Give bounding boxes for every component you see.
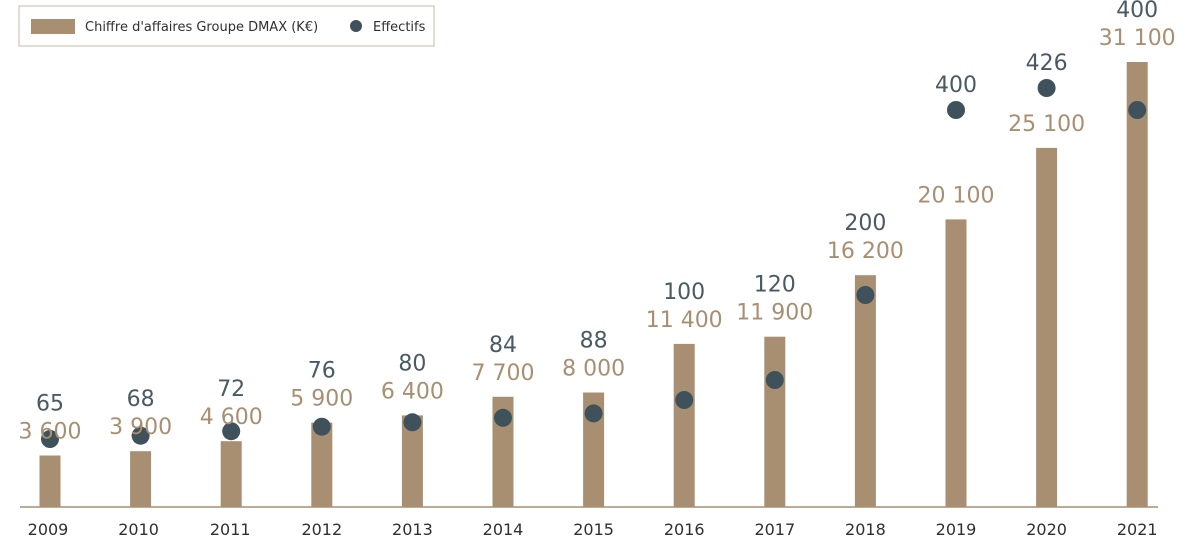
- dot-label-2021: 400: [1116, 0, 1158, 23]
- x-tick-2015: 2015: [573, 520, 614, 539]
- bar-label-2014: 7 700: [472, 361, 535, 386]
- bar-label-2019: 20 100: [918, 183, 995, 208]
- bar-label-2016: 11 400: [646, 308, 723, 333]
- dot-label-2011: 72: [217, 377, 245, 402]
- dot-2016: [675, 391, 694, 409]
- dot-label-2015: 88: [580, 329, 608, 354]
- dot-2021: [1128, 101, 1147, 119]
- bar-2020: [1036, 147, 1058, 507]
- bar-2017: [764, 336, 786, 507]
- dot-label-2014: 84: [489, 333, 517, 358]
- dots-group: [41, 79, 1147, 448]
- dot-2019: [947, 101, 965, 119]
- bar-2015: [583, 392, 605, 507]
- bar-2012: [311, 422, 333, 507]
- bar-label-2012: 5 900: [290, 387, 353, 412]
- legend-swatch-bar: [31, 19, 75, 34]
- bar-2011: [220, 441, 242, 507]
- bar-label-2011: 4 600: [200, 405, 263, 430]
- dot-label-2012: 76: [308, 359, 336, 384]
- dot-2018: [856, 286, 875, 304]
- dot-label-2010: 68: [127, 387, 155, 412]
- dot-label-2013: 80: [398, 351, 426, 376]
- dot-2013: [403, 413, 422, 432]
- dot-label-2018: 200: [844, 211, 886, 236]
- legend-box: [18, 5, 435, 47]
- dot-2009: [41, 430, 59, 448]
- x-tick-2021: 2021: [1117, 520, 1158, 539]
- dot-2017: [765, 371, 784, 389]
- dot-label-2016: 100: [663, 280, 705, 305]
- bar-label-2010: 3 900: [109, 415, 172, 440]
- x-tick-2012: 2012: [301, 520, 342, 539]
- x-tick-2014: 2014: [483, 520, 524, 539]
- bar-2019: [945, 219, 967, 507]
- dot-2012: [312, 417, 331, 436]
- bar-2018: [854, 275, 876, 507]
- legend: Chiffre d'affaires Groupe DMAX (K€) Effe…: [18, 5, 435, 47]
- x-tick-2019: 2019: [936, 520, 977, 539]
- bars-group: [39, 62, 1148, 507]
- x-tick-2018: 2018: [845, 520, 886, 539]
- dot-2011: [222, 422, 241, 441]
- bar-2016: [673, 343, 695, 507]
- bar-2021: [1126, 62, 1148, 507]
- bar-2013: [401, 415, 423, 507]
- legend-label-effectifs: Effectifs: [373, 20, 426, 35]
- bar-label-2013: 6 400: [381, 379, 444, 404]
- legend-swatch-dot: [350, 20, 362, 32]
- bar-2009: [39, 455, 61, 507]
- dot-2014: [494, 408, 512, 427]
- x-tick-2020: 2020: [1026, 520, 1067, 539]
- dot-label-2019: 400: [935, 73, 977, 98]
- dot-label-2009: 65: [36, 392, 64, 417]
- legend-label-revenue: Chiffre d'affaires Groupe DMAX (K€): [85, 20, 318, 35]
- dot-2020: [1037, 79, 1056, 97]
- bar-label-2009: 3 600: [19, 420, 82, 445]
- bar-2010: [130, 451, 152, 507]
- dot-2010: [131, 426, 150, 445]
- bar-label-2017: 11 900: [736, 301, 813, 326]
- x-tick-2011: 2011: [210, 520, 251, 539]
- x-tick-labels: 2009 2010 2011 2012 2013 2014 2015 2016 2017 2018…: [28, 520, 1158, 539]
- bar-label-2020: 25 100: [1008, 112, 1085, 137]
- x-tick-2016: 2016: [664, 520, 705, 539]
- dot-labels-group: 65 68 72 76 80 84 88 100 120 200 400 426 400: [36, 0, 1158, 417]
- bar-label-2018: 16 200: [827, 239, 904, 264]
- bar-label-2021: 31 100: [1099, 26, 1176, 51]
- bar-label-2015: 8 000: [562, 357, 625, 382]
- dot-label-2020: 426: [1026, 51, 1068, 76]
- dot-2015: [584, 404, 603, 423]
- x-tick-2009: 2009: [28, 520, 69, 539]
- bar-labels-group: 3 600 3 900 4 600 5 900 6 400 7 700 8 000 11 40…: [19, 26, 1176, 445]
- x-tick-2013: 2013: [392, 520, 433, 539]
- x-tick-2017: 2017: [754, 520, 795, 539]
- dot-label-2017: 120: [754, 273, 796, 298]
- x-tick-2010: 2010: [118, 520, 159, 539]
